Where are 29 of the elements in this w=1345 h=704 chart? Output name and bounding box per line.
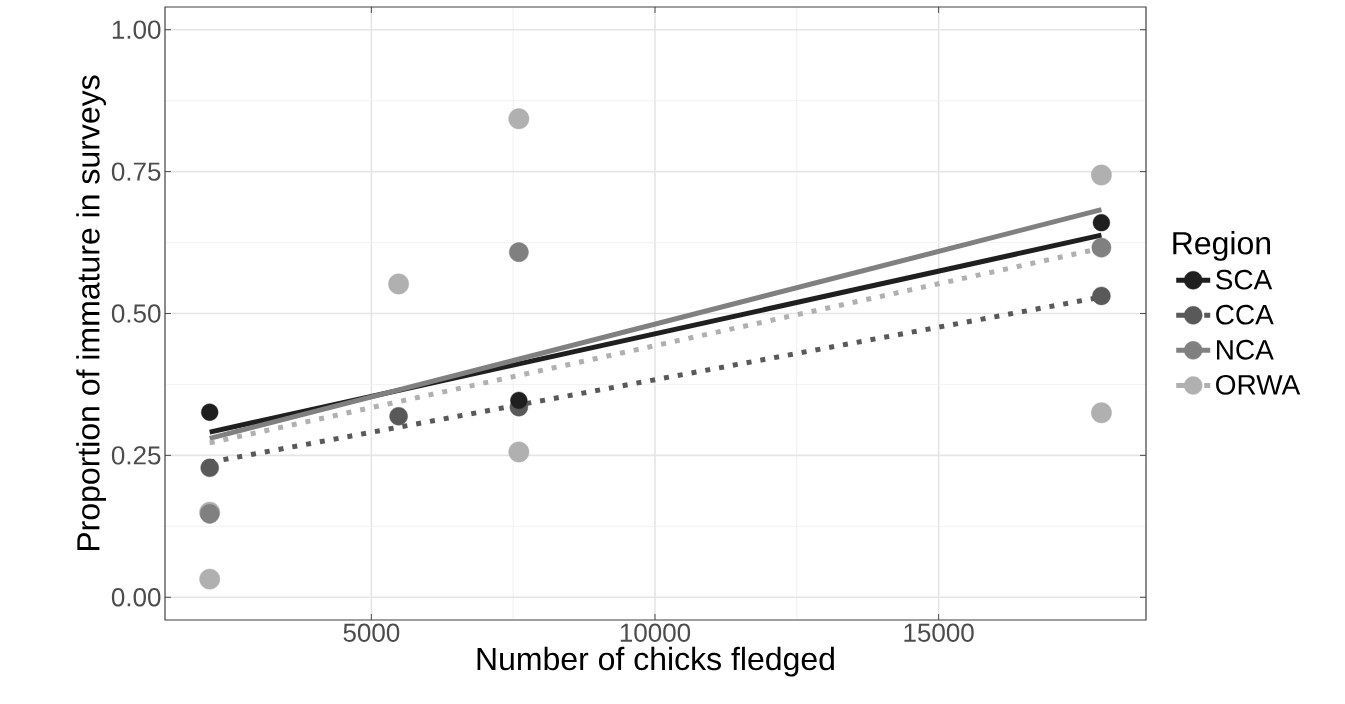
point	[1091, 402, 1112, 424]
point	[201, 403, 219, 421]
x-tick-label: 10000	[620, 623, 691, 642]
y-tick-label: 0.25	[111, 446, 161, 465]
x-axis-title: Number of chicks fledged	[477, 646, 834, 677]
legend-label: SCA	[1215, 269, 1273, 290]
point	[1092, 286, 1111, 306]
legend-title: Region	[1173, 231, 1271, 261]
legend-label: ORWA	[1216, 374, 1301, 395]
point	[1092, 214, 1111, 232]
legend-label: CCA	[1216, 304, 1274, 325]
point	[1091, 164, 1112, 186]
x-tick-label: 5000	[343, 623, 400, 642]
y-tick-label: 1.00	[112, 20, 161, 39]
point	[510, 391, 528, 409]
y-tick-label: 0.50	[111, 304, 161, 323]
point	[509, 242, 529, 262]
point	[508, 108, 530, 130]
point	[508, 441, 530, 463]
point	[199, 568, 221, 590]
point	[200, 458, 219, 478]
legend-label: NCA	[1217, 339, 1274, 360]
point	[388, 273, 409, 295]
y-tick-label: 0.00	[111, 588, 161, 607]
y-axis-title: Proportion of immature in surveys	[76, 75, 106, 551]
point	[1091, 237, 1112, 258]
y-tick-label: 0.75	[111, 162, 161, 181]
x-tick-label: 15000	[904, 623, 974, 642]
point	[389, 407, 408, 426]
